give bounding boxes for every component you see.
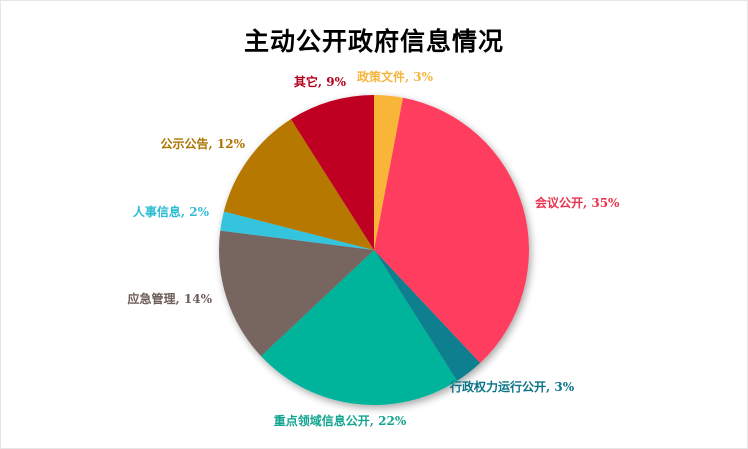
pie-slice-7 [223,119,374,250]
pie-slice-1 [374,95,404,250]
pie-slice-3 [374,250,481,381]
slice-label-8: 其它, 9% [294,74,347,89]
slice-label-2: 会议公开, 35% [535,195,620,210]
slice-label-6: 人事信息, 2% [133,204,210,219]
pie-slice-2 [374,97,529,363]
pie-slice-6 [220,211,374,250]
chart-title: 主动公开政府信息情况 [243,27,504,56]
slice-label-1: 政策文件, 3% [357,69,434,84]
pie-slice-8 [290,95,374,250]
pie-slice-4 [261,250,458,405]
slice-label-5: 应急管理, 14% [128,291,213,306]
slice-label-7: 公示公告, 12% [161,136,246,151]
slice-label-3: 行政权力运行公开, 3% [449,379,575,394]
pie-labels: 政策文件, 3% 会议公开, 35% 行政权力运行公开, 3% 重点领域信息公开, 2… [128,69,621,428]
slice-label-4: 重点领域信息公开, 22% [274,413,407,428]
pie-slice-5 [218,230,374,357]
pie-slices [218,95,529,405]
